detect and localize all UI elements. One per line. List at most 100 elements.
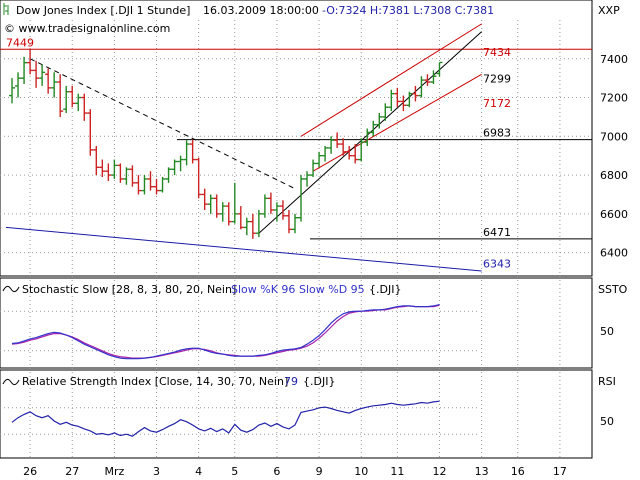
candlestick [237,206,244,230]
x-tick-label: 4 [195,465,202,478]
candlestick [171,159,178,176]
rsi-title: Relative Strength Index [Close, 14, 30, … [22,375,288,388]
candlestick [195,157,202,199]
x-tick-label: 17 [553,465,567,478]
candlestick [328,136,335,154]
x-tick-label: 10 [354,465,368,478]
stochastic-legend-d: Slow %D 95 [299,283,365,296]
candlestick [412,85,419,102]
x-tick-label: 13 [475,465,489,478]
stochastic-ytick-label: 50 [600,325,614,338]
x-tick-label: 16 [511,465,525,478]
candlestick [436,61,443,77]
candlestick [364,128,371,146]
chart-ohlc: -O:7324 H:7381 L:7308 C:7381 [322,4,494,17]
level-label-7172: 7172 [483,97,511,110]
candlestick [334,132,341,148]
candlestick [304,171,311,187]
rsi-icon [2,378,20,386]
candlestick [255,209,262,238]
candlesticks [9,49,443,239]
candlestick [183,140,190,166]
candlestick [298,175,305,222]
x-tick-label: 11 [390,465,404,478]
candlestick [81,93,88,121]
candlestick [376,113,383,129]
rsi-line [11,400,440,437]
x-tick-label: Mrz [104,465,124,478]
stochastic-title-2: Stochastic Slow [28, 8, 3, 80, 20, Nein] [22,283,236,296]
rsi-line [11,400,440,437]
candlestick [316,151,323,168]
candlestick [346,146,353,160]
trendline-downtrend [29,58,296,190]
stochastic-legend-k: Slow %K 96 [231,283,295,296]
exchange-label: XXP [598,4,620,17]
stochastic-lines [11,304,440,360]
price-ytick-label: 7000 [600,130,628,143]
chart-title: Dow Jones Index [.DJI 1 Stunde] [16,4,190,17]
watermark: © www.tradesignalonline.com [4,22,170,35]
candlestick [33,60,40,88]
candlestick [370,120,377,137]
level-label-6983: 6983 [483,127,511,140]
chart-datetime: 16.03.2009 18:00:00 [203,4,319,17]
stochastic-icon [2,285,20,293]
candlestick [153,178,160,195]
candlestick [45,68,52,94]
level-label-7434: 7434 [483,46,511,59]
candlestick [285,209,292,234]
price-ytick-label: 7400 [600,53,628,66]
candlestick [201,188,208,210]
stochastic-axis-label: SSTO [598,283,628,296]
candlestick [123,167,130,185]
candlestick [51,72,58,98]
trendline-channel-lower [312,73,482,172]
candlestick [400,95,407,112]
candlestick [105,163,112,181]
candlestick [213,194,220,218]
candlestick [75,93,82,112]
x-tick-label: 27 [65,465,79,478]
candlestick [279,200,286,220]
candlestick [273,202,280,222]
candlestick [9,78,16,104]
level-label-7449: 7449 [6,36,34,49]
candlestick [27,49,34,75]
level-label-6471: 6471 [483,226,511,239]
candlestick [382,103,389,121]
candlestick [99,159,106,178]
candlestick [267,192,274,214]
candlestick [135,175,142,195]
candlestick [225,202,232,226]
candlestick [231,182,238,224]
rsi-ytick-label: 50 [600,415,614,428]
x-tick-label: 3 [153,465,160,478]
candlestick [249,213,256,239]
candlestick [243,217,250,236]
candlestick [147,171,154,191]
candlestick [388,89,395,112]
rsi-legend: 79 [284,375,298,388]
trendlines: 7449 6983 6471 7434 7299 7172 6343 [0,23,592,272]
x-tick-label: 5 [231,465,238,478]
candlestick [189,139,196,164]
candlestick [117,163,124,183]
candlestick [358,138,365,162]
rsi-symbol: {.DJI} [303,375,335,388]
candlestick [340,138,347,156]
candlestick [15,72,22,98]
level-label-7299: 7299 [483,72,511,85]
rsi-panel [0,369,593,459]
candlestick [93,146,100,176]
candlestick [352,144,359,164]
candlestick [291,213,298,234]
price-panel [0,0,593,277]
price-ytick-label: 6400 [600,247,628,260]
price-ytick-label: 6600 [600,208,628,221]
candlestick [21,56,28,84]
grid [0,20,592,458]
candlestick [418,76,425,98]
